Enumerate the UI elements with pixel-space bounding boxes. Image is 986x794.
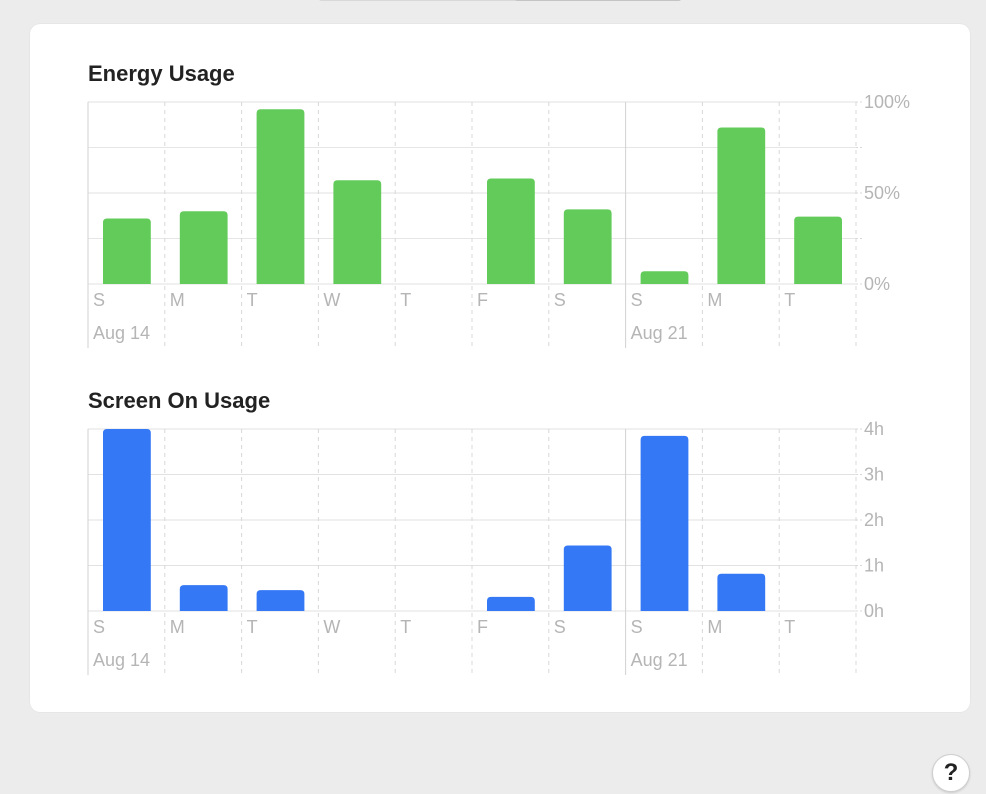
bar [487, 596, 535, 611]
x-tick-label: T [784, 290, 795, 310]
bar [103, 218, 151, 284]
x-tick-label: M [707, 290, 722, 310]
bar [563, 545, 612, 611]
x-tick-label: S [93, 617, 105, 637]
x-tick-label: T [400, 290, 411, 310]
x-tick-label: W [323, 617, 340, 637]
x-tick-label: T [247, 617, 258, 637]
x-tick-label: F [477, 290, 488, 310]
bar [563, 209, 612, 284]
date-label: Aug 14 [93, 323, 150, 343]
date-label: Aug 21 [631, 650, 688, 670]
y-tick-label: 2h [864, 510, 884, 530]
segmented-control[interactable] [318, 0, 682, 1]
x-tick-label: M [707, 617, 722, 637]
bar [333, 180, 382, 284]
date-label: Aug 21 [631, 323, 688, 343]
x-tick-label: T [247, 290, 258, 310]
x-tick-label: T [400, 617, 411, 637]
chart-title: Screen On Usage [88, 388, 270, 413]
x-tick-label: S [554, 290, 566, 310]
x-tick-label: M [170, 617, 185, 637]
x-tick-label: M [170, 290, 185, 310]
chart-title: Energy Usage [88, 61, 235, 86]
y-tick-label: 1h [864, 555, 884, 575]
y-tick-label: 0h [864, 601, 884, 621]
x-tick-label: W [323, 290, 340, 310]
y-tick-label: 0% [864, 274, 890, 294]
bar [640, 435, 689, 611]
y-tick-label: 4h [864, 419, 884, 439]
bar [717, 573, 766, 611]
help-button[interactable]: ? [932, 754, 970, 792]
date-label: Aug 14 [93, 650, 150, 670]
x-tick-label: S [631, 617, 643, 637]
segmented-control-selected[interactable] [514, 0, 682, 1]
bar [717, 127, 766, 284]
y-tick-label: 100% [864, 92, 910, 112]
x-tick-label: S [93, 290, 105, 310]
x-tick-label: T [784, 617, 795, 637]
bar [794, 216, 842, 284]
bar [103, 429, 151, 611]
bar [640, 271, 689, 284]
bar [256, 109, 305, 284]
bar [179, 585, 228, 611]
y-tick-label: 3h [864, 464, 884, 484]
x-tick-label: S [554, 617, 566, 637]
x-tick-label: S [631, 290, 643, 310]
bar [256, 590, 305, 611]
bar [179, 211, 228, 284]
y-tick-label: 50% [864, 183, 900, 203]
x-tick-label: F [477, 617, 488, 637]
bar [487, 178, 535, 284]
